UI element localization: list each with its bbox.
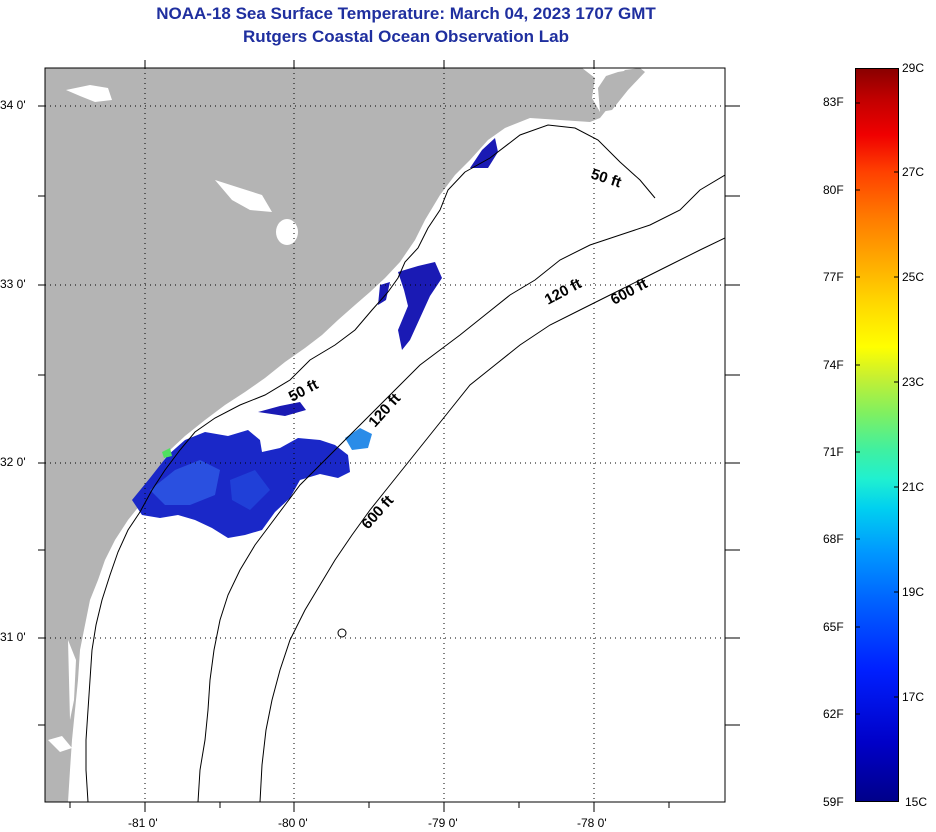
colorbar-label-c: 17C bbox=[902, 690, 925, 704]
colorbar-label-c: 29C bbox=[902, 61, 925, 75]
contour-50ft bbox=[85, 124, 656, 802]
contour-600ft bbox=[259, 237, 725, 802]
gridlines bbox=[45, 68, 725, 802]
lon-label: -78 0' bbox=[577, 816, 607, 830]
lake bbox=[276, 219, 298, 245]
lake bbox=[215, 180, 272, 212]
map-frame bbox=[44, 67, 726, 803]
colorbar-label-f: 71F bbox=[823, 445, 844, 459]
colorbar-label-f: 59F bbox=[823, 795, 844, 809]
colorbar-label-c: 23C bbox=[902, 375, 925, 389]
land-cape bbox=[598, 68, 645, 112]
sst-patches bbox=[132, 138, 498, 538]
colorbar-label-c: 15C bbox=[905, 795, 928, 809]
colorbar-label-c: 21C bbox=[902, 480, 925, 494]
lake bbox=[66, 85, 112, 102]
contour-lines bbox=[85, 124, 725, 802]
lat-label: 33 0' bbox=[0, 277, 26, 291]
colorbar-label-f: 83F bbox=[823, 95, 844, 109]
colorbar-label-f: 62F bbox=[823, 707, 844, 721]
colorbar-label-c: 27C bbox=[902, 165, 925, 179]
colorbar-label-f: 74F bbox=[823, 358, 844, 372]
contour-120ft bbox=[197, 174, 725, 802]
colorbar-label-f: 65F bbox=[823, 620, 844, 634]
lat-label: 31 0' bbox=[0, 630, 26, 644]
contour-seamount bbox=[337, 628, 347, 638]
lon-label: -80 0' bbox=[278, 816, 308, 830]
lake bbox=[48, 736, 72, 752]
colorbar-label-f: 68F bbox=[823, 532, 844, 546]
lat-label: 34 0' bbox=[0, 98, 26, 112]
colorbar-label-c: 25C bbox=[902, 270, 925, 284]
land-mass bbox=[45, 68, 640, 802]
lon-label: -81 0' bbox=[128, 816, 158, 830]
axis-ticks bbox=[38, 60, 740, 812]
lat-label: 32 0' bbox=[0, 455, 26, 469]
colorbar-label-f: 80F bbox=[823, 183, 844, 197]
map-subtitle: Rutgers Coastal Ocean Observation Lab bbox=[243, 27, 569, 46]
colorbar-label-f: 77F bbox=[823, 270, 844, 284]
lake bbox=[68, 640, 76, 720]
colorbar-label-c: 19C bbox=[902, 585, 925, 599]
lon-label: -79 0' bbox=[428, 816, 458, 830]
map-title: NOAA-18 Sea Surface Temperature: March 0… bbox=[156, 4, 656, 23]
temperature-colorbar bbox=[855, 68, 899, 802]
